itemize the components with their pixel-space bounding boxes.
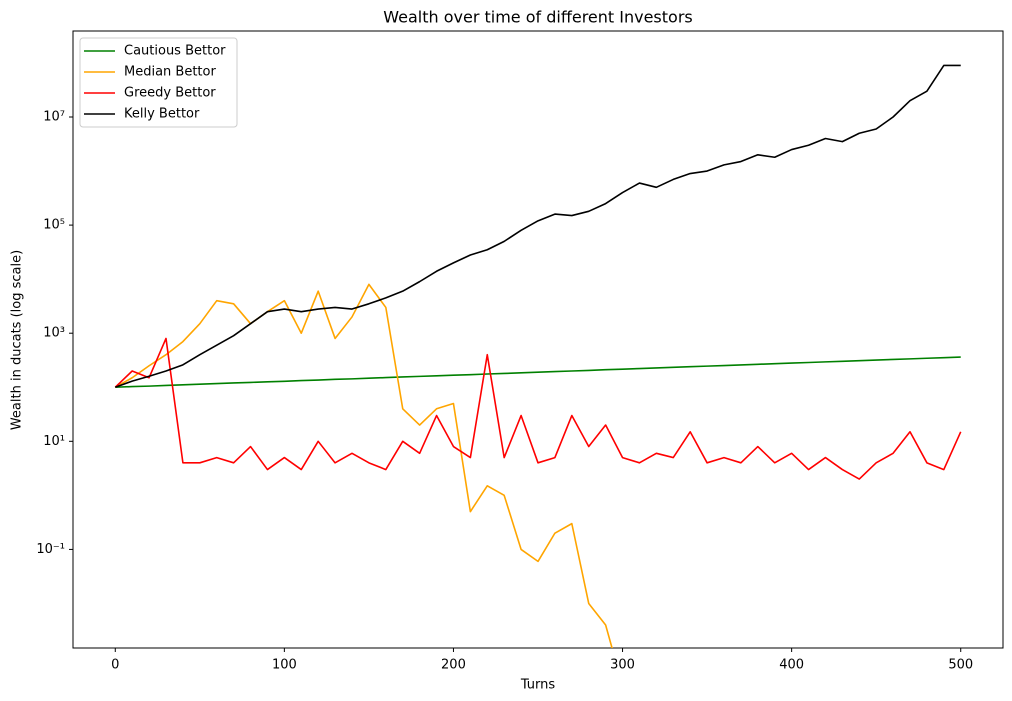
- x-tick-label: 200: [441, 658, 466, 673]
- series-line: [114, 337, 962, 480]
- plot-frame: [72, 30, 1004, 649]
- legend-label: Kelly Bettor: [124, 107, 200, 122]
- x-tick-label: 300: [610, 658, 635, 673]
- y-tick-label: 10¹: [43, 434, 65, 449]
- x-axis-label: Turns: [520, 678, 556, 693]
- legend-box: [79, 37, 238, 128]
- x-tick-label: 400: [779, 658, 804, 673]
- legend-label: Greedy Bettor: [124, 86, 216, 101]
- y-tick-label: 10⁵: [43, 218, 65, 233]
- legend-label: Median Bettor: [124, 65, 216, 80]
- x-tick-label: 500: [948, 658, 973, 673]
- y-tick-label: 10³: [43, 326, 65, 341]
- y-tick-label: 10⁷: [43, 109, 65, 124]
- series-line: [114, 64, 961, 389]
- series-line: [115, 356, 961, 389]
- series-line: [114, 283, 613, 648]
- y-tick-label: 10⁻¹: [36, 542, 65, 557]
- x-tick-label: 0: [111, 658, 119, 673]
- legend-label: Cautious Bettor: [124, 44, 226, 59]
- chart-title: Wealth over time of different Investors: [383, 8, 693, 27]
- x-tick-label: 100: [272, 658, 297, 673]
- plot-area: [114, 64, 962, 648]
- y-axis-label: Wealth in ducats (log scale): [10, 250, 25, 430]
